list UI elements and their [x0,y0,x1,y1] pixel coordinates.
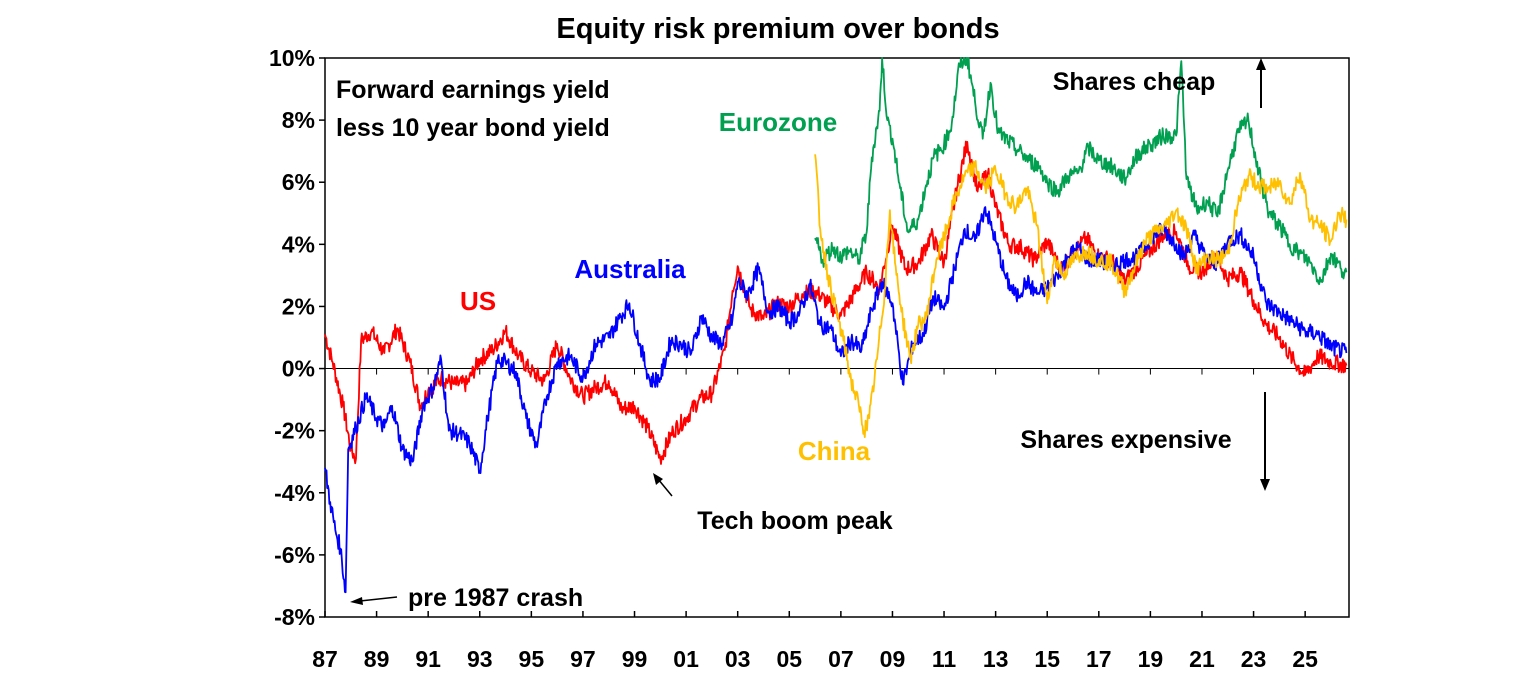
x-tick-label: 13 [983,646,1009,672]
series-label-china: China [798,436,871,466]
x-tick-label: 03 [725,646,751,672]
x-tick-label: 09 [880,646,906,672]
x-tick-label: 17 [1086,646,1112,672]
series-line-eurozone [814,57,1348,286]
y-tick-label: -2% [274,418,315,444]
y-tick-label: 6% [282,169,315,195]
y-tick-label: 4% [282,231,315,257]
x-tick-label: 21 [1189,646,1215,672]
y-tick-label: 10% [269,45,315,71]
arrow-tech-boom-icon [653,473,673,497]
y-tick-label: -6% [274,542,315,568]
series-label-eurozone: Eurozone [719,107,837,137]
series-line-china [814,154,1348,439]
x-tick-label: 11 [932,646,957,672]
annotation-tech-boom-peak: Tech boom peak [697,507,893,535]
arrow-down-icon [1260,392,1270,491]
x-tick-label: 89 [364,646,390,672]
x-tick-label: 87 [312,646,338,672]
annotations: Forward earnings yield less 10 year bond… [336,58,1270,612]
x-tick-label: 99 [622,646,648,672]
x-axis: 87 89 91 93 95 97 99 01 03 05 07 09 11 13 15 17 19 21 23 25 [312,611,1318,672]
y-tick-label: -8% [274,604,315,630]
series-labels: US Australia Eurozone China [460,107,871,466]
zero-line [324,368,1349,375]
annotation-shares-cheap: Shares cheap [1053,68,1216,96]
x-tick-label: 07 [828,646,854,672]
series-line-australia [324,206,1348,594]
series-label-us: US [460,286,496,316]
y-tick-label: -4% [274,480,315,506]
y-axis: 10% 8% 6% 4% 2% 0% -2% -4% -6% -8% [269,45,325,630]
x-tick-label: 23 [1241,646,1267,672]
x-tick-label: 05 [776,646,802,672]
y-tick-label: 0% [282,356,315,382]
arrow-crash-icon [350,596,398,605]
annotation-less-bond-yield: less 10 year bond yield [336,114,610,142]
series-label-australia: Australia [574,254,686,284]
x-tick-label: 19 [1138,646,1164,672]
x-tick-label: 25 [1292,646,1318,672]
x-tick-label: 91 [415,646,441,672]
arrow-up-icon [1256,58,1266,108]
annotation-shares-expensive: Shares expensive [1020,426,1231,454]
series-lines [324,57,1348,594]
annotation-forward-earnings: Forward earnings yield [336,76,610,104]
y-tick-label: 2% [282,293,315,319]
x-tick-label: 93 [467,646,493,672]
x-tick-label: 15 [1034,646,1060,672]
y-tick-label: 8% [282,107,315,133]
x-tick-label: 95 [519,646,545,672]
annotation-pre-1987-crash: pre 1987 crash [408,584,583,612]
chart-title: Equity risk premium over bonds [556,13,999,45]
x-tick-label: 97 [570,646,596,672]
x-tick-label: 01 [673,646,699,672]
